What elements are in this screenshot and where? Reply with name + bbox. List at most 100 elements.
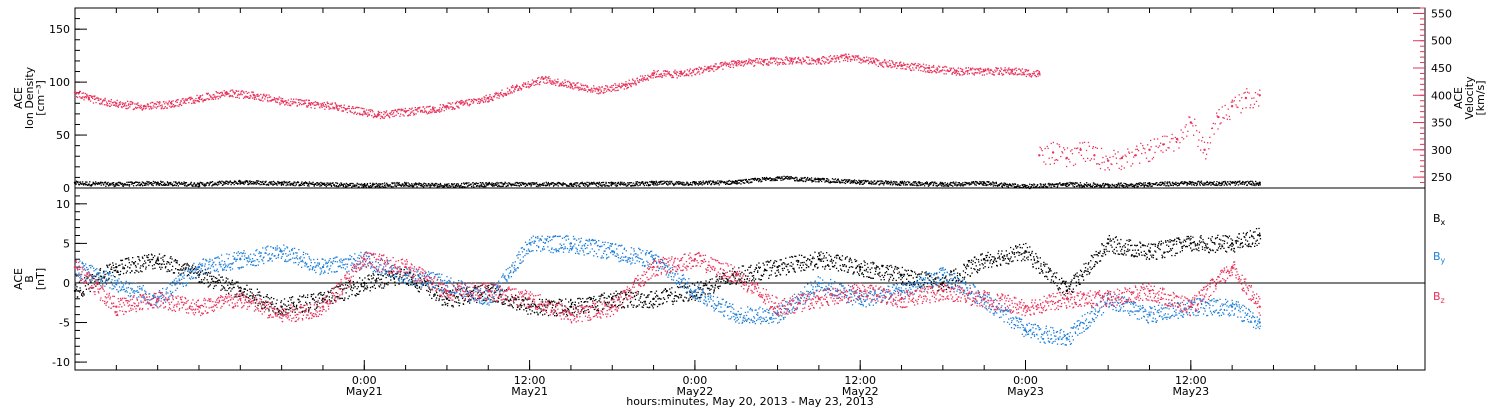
velocity-mark — [95, 101, 97, 104]
velocity-mark — [341, 107, 343, 109]
density-mark — [1157, 184, 1159, 186]
velocity-mark — [866, 59, 868, 61]
velocity-mark — [347, 105, 350, 107]
velocity-mark — [217, 95, 219, 97]
velocity-mark — [950, 69, 952, 71]
velocity-mark — [735, 64, 737, 67]
density-mark — [232, 182, 234, 184]
velocity-mark — [397, 112, 399, 115]
velocity-mark — [214, 98, 217, 100]
density-mark — [905, 184, 907, 186]
velocity-mark — [872, 57, 874, 59]
density-mark — [395, 185, 398, 188]
density-mark — [341, 184, 343, 186]
velocity-mark — [483, 96, 485, 98]
velocity-mark — [755, 58, 757, 60]
velocity-mark — [694, 73, 696, 75]
bx-mark — [90, 281, 92, 283]
velocity-mark — [999, 70, 1001, 72]
density-mark — [291, 183, 293, 185]
velocity-mark — [106, 101, 108, 103]
velocity-mark-point — [735, 61, 738, 64]
velocity-mark — [638, 81, 640, 83]
velocity-mark — [701, 68, 703, 70]
velocity-mark — [990, 69, 992, 71]
density-mark — [843, 182, 845, 184]
density-mark — [1082, 185, 1085, 187]
density-mark — [1062, 184, 1064, 186]
velocity-mark — [110, 99, 112, 101]
velocity-mark — [1012, 73, 1014, 75]
density-mark — [472, 182, 474, 184]
velocity-mark — [241, 94, 243, 96]
density-mark — [815, 181, 817, 183]
density-mark — [515, 181, 517, 184]
velocity_scatter-mark — [1254, 92, 1257, 94]
density-mark — [1155, 183, 1157, 185]
density-mark — [506, 182, 508, 185]
velocity-mark — [1013, 69, 1015, 71]
velocity-mark — [852, 56, 855, 58]
density-mark — [686, 182, 688, 184]
velocity-mark — [954, 70, 956, 72]
density-mark — [572, 185, 575, 187]
velocity-mark — [452, 106, 454, 109]
velocity-mark — [854, 56, 856, 59]
velocity-mark — [889, 59, 891, 62]
velocity-mark — [321, 106, 323, 108]
density-mark — [551, 182, 554, 184]
velocity-mark — [850, 60, 852, 62]
velocity-mark — [754, 59, 757, 61]
velocity-mark — [386, 114, 388, 116]
velocity-mark — [166, 107, 168, 109]
density-mark — [1253, 183, 1255, 185]
velocity-mark — [702, 70, 705, 72]
density-mark — [709, 180, 712, 182]
velocity-mark — [799, 59, 802, 61]
density-mark — [631, 185, 633, 187]
velocity-mark — [343, 104, 345, 106]
velocity-mark — [877, 65, 879, 67]
density-mark — [1122, 184, 1124, 187]
density-mark — [909, 184, 912, 186]
density-mark — [271, 181, 273, 183]
velocity-mark — [492, 99, 494, 101]
density-mark — [1117, 182, 1120, 184]
velocity-mark — [909, 68, 911, 70]
bx-mark — [122, 272, 125, 275]
velocity-mark — [1008, 72, 1010, 74]
velocity-mark — [298, 99, 300, 101]
density-mark — [792, 177, 794, 179]
velocity_scatter-mark — [1092, 147, 1094, 149]
bx-mark — [89, 290, 91, 293]
density-mark — [364, 185, 366, 188]
density-mark-point — [280, 181, 283, 184]
velocity-mark — [367, 112, 369, 114]
density-mark — [1048, 185, 1050, 187]
velocity-mark — [148, 108, 151, 110]
velocity_scatter-mark — [1240, 112, 1242, 114]
density-mark — [365, 184, 368, 186]
density-mark — [1138, 183, 1140, 186]
density-mark — [624, 184, 626, 186]
velocity-mark — [529, 83, 531, 86]
velocity-mark — [437, 109, 439, 111]
velocity-mark — [171, 106, 173, 108]
bx-mark — [111, 271, 114, 274]
density-mark — [959, 185, 962, 187]
velocity-mark — [796, 61, 798, 63]
velocity_scatter-mark — [1169, 141, 1171, 143]
density-mark — [1054, 183, 1057, 185]
density-mark — [254, 181, 257, 183]
velocity-mark — [104, 99, 107, 101]
density-mark — [267, 183, 269, 185]
density-mark — [1214, 184, 1216, 186]
velocity-mark — [714, 63, 716, 65]
velocity-mark — [499, 93, 501, 95]
density-mark — [1226, 184, 1228, 186]
density-mark — [380, 186, 382, 188]
velocity-mark — [651, 73, 653, 75]
velocity_scatter-mark — [1079, 142, 1081, 144]
velocity-mark — [193, 101, 195, 103]
density-mark — [597, 182, 599, 184]
